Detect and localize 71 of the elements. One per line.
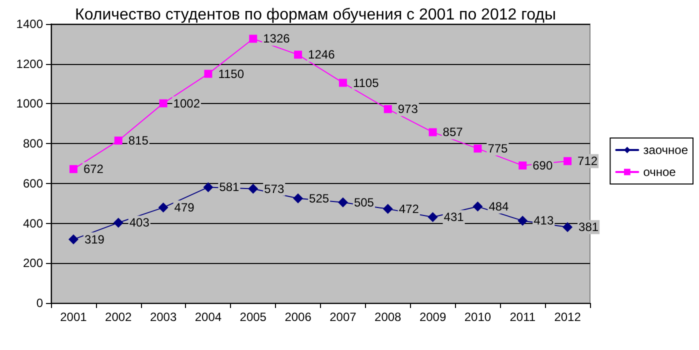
- point: [384, 105, 392, 114]
- x-tick-label: 2004: [194, 310, 222, 324]
- point: [562, 222, 573, 232]
- point: [248, 184, 258, 194]
- x-tick-label: 2005: [240, 310, 267, 324]
- y-tick-label: 600: [22, 176, 44, 190]
- point: [158, 202, 168, 213]
- data-label: 403: [129, 216, 150, 230]
- x-tick-label: 2003: [150, 310, 177, 324]
- x-tick-label: 2006: [284, 310, 312, 324]
- data-label: 815: [128, 134, 149, 148]
- point: [159, 99, 168, 108]
- x-tick-label: 2012: [554, 310, 582, 324]
- point: [69, 165, 78, 174]
- data-label: 319: [84, 232, 105, 246]
- data-label: 431: [444, 210, 464, 224]
- data-label: 413: [534, 214, 554, 228]
- data-label: 857: [442, 125, 464, 140]
- y-tick-label: 0: [36, 296, 44, 310]
- y-tick-label: 800: [22, 136, 44, 151]
- y-tick-label: 1000: [16, 96, 44, 111]
- x-tick-label: 2009: [419, 310, 446, 324]
- data-label: 484: [488, 200, 510, 214]
- y-tick-label: 200: [22, 256, 44, 270]
- y-tick-label: 400: [22, 216, 44, 230]
- x-tick-label: 2001: [60, 310, 88, 324]
- y-tick-label: 1400: [16, 17, 44, 31]
- data-label: 690: [532, 158, 553, 172]
- data-label: 1246: [308, 48, 336, 62]
- x-tick-label: 2008: [374, 310, 402, 324]
- point: [114, 136, 122, 145]
- data-label: 381: [578, 220, 599, 234]
- data-label: 525: [309, 191, 330, 206]
- data-label: 479: [174, 200, 195, 215]
- x-tick-label: 2002: [105, 310, 132, 324]
- x-tick-label: 2007: [330, 310, 357, 324]
- data-label: 1326: [263, 32, 290, 46]
- point: [338, 78, 347, 87]
- point: [474, 144, 482, 153]
- point: [428, 212, 438, 222]
- point: [518, 216, 528, 226]
- legend-label: заочное: [643, 143, 688, 157]
- data-label: 1002: [173, 96, 200, 110]
- point: [249, 34, 258, 43]
- point: [204, 70, 212, 78]
- point: [428, 128, 437, 136]
- point: [68, 234, 78, 244]
- point: [294, 50, 302, 59]
- data-label: 775: [488, 142, 508, 156]
- data-label: 712: [578, 154, 598, 168]
- x-tick-label: 2010: [464, 310, 492, 324]
- legend-label: очное: [643, 165, 676, 179]
- data-label: 581: [219, 180, 240, 194]
- point: [564, 157, 572, 166]
- data-label: 505: [354, 195, 374, 210]
- data-label: 573: [264, 182, 284, 196]
- point: [293, 193, 304, 204]
- x-tick-label: 2011: [510, 310, 536, 324]
- point: [113, 218, 124, 228]
- point: [382, 204, 393, 214]
- point: [203, 182, 214, 192]
- point: [338, 197, 348, 208]
- point: [472, 202, 483, 212]
- y-tick-label: 1200: [16, 56, 44, 71]
- point: [518, 161, 527, 170]
- chart-title: Количество студентов по формам обучения с 2001 по 2012 годы: [75, 6, 556, 24]
- data-label: 472: [398, 202, 420, 216]
- data-label: 1150: [218, 66, 244, 81]
- data-label: 1105: [352, 76, 380, 90]
- data-label: 973: [398, 102, 418, 116]
- data-label: 672: [83, 162, 104, 176]
